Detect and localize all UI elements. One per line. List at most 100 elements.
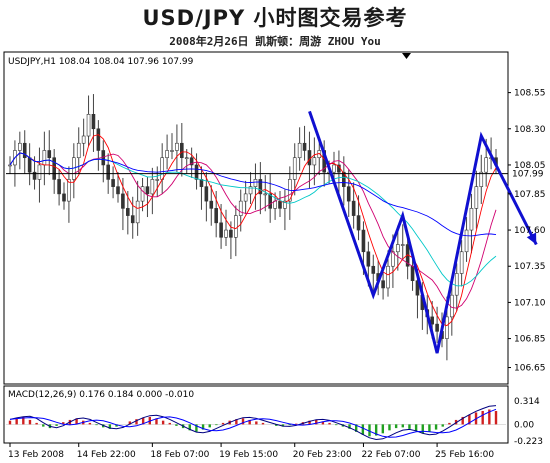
candle-body	[342, 171, 346, 187]
y-tick-label: 107.60	[514, 226, 546, 236]
candle-body	[445, 316, 449, 339]
y-tick-label: 107.35	[514, 262, 546, 272]
candle-body	[32, 171, 37, 180]
candle-body	[22, 142, 27, 159]
candle-body	[116, 186, 120, 195]
candle-body	[219, 222, 223, 238]
candle-body	[52, 157, 56, 180]
candle-body	[189, 157, 194, 166]
candle-body	[106, 164, 110, 180]
candle-body	[312, 157, 317, 166]
candle-body	[410, 265, 415, 282]
candle-body	[351, 200, 356, 216]
current-price-tag: 107.99	[512, 170, 544, 180]
y-tick-label: 107.10	[514, 298, 546, 308]
candle-body	[248, 186, 253, 195]
candle-body	[140, 186, 145, 202]
candle-body	[130, 215, 135, 224]
candle-body	[474, 186, 479, 209]
moving-average-line	[9, 152, 497, 287]
candle-body	[155, 179, 160, 181]
candle-body	[96, 128, 101, 151]
candle-body	[484, 157, 488, 173]
candle-body	[238, 200, 243, 216]
candle-body	[194, 164, 199, 180]
candle-body	[381, 280, 385, 289]
candle-body	[204, 186, 209, 202]
candle-body	[346, 186, 351, 202]
macd-panel	[3, 385, 509, 444]
candle-body	[62, 193, 66, 202]
x-tick-label: 13 Feb 2008	[8, 450, 64, 460]
candle-body	[224, 229, 228, 238]
candle-body	[292, 157, 297, 180]
candle-body	[332, 164, 336, 173]
candle-body	[243, 193, 248, 202]
candle-body	[135, 200, 140, 224]
candle-body	[37, 164, 42, 180]
chart-subtitle: 2008年2月26日 凯斯顿：周游 ZHOU You	[169, 35, 381, 48]
macd-group: 0.314 0.00 -0.223	[6, 397, 543, 447]
x-tick-label: 25 Feb 16:00	[435, 450, 494, 460]
price-info-label: USDJPY,H1 108.04 108.04 107.96 107.99	[8, 57, 194, 67]
macd-info-label: MACD(12,26,9) 0.176 0.184 0.000 -0.010	[8, 390, 194, 400]
y-tick-label: 108.30	[514, 125, 546, 135]
candle-body	[180, 142, 184, 159]
candle-body	[297, 142, 302, 159]
x-axis-ticks: 13 Feb 2008 14 Feb 22:00 18 Feb 07:00 19 Fe…	[8, 443, 494, 460]
candle-body	[263, 193, 268, 196]
macd-y-tick-label: -0.223	[514, 437, 543, 447]
candle-body	[165, 150, 169, 159]
y-tick-label: 107.85	[514, 190, 546, 200]
candle-body	[57, 179, 61, 195]
y-tick-label: 106.65	[514, 364, 546, 374]
x-tick-label: 19 Feb 15:00	[219, 450, 278, 460]
candle-body	[464, 229, 469, 253]
candle-body	[42, 150, 47, 166]
timeframe-triangle-icon	[402, 53, 411, 59]
x-tick-label: 14 Feb 22:00	[77, 450, 136, 460]
candle-body	[396, 244, 400, 253]
candle-body	[184, 157, 189, 160]
candle-body	[91, 114, 96, 130]
candle-body	[386, 265, 390, 289]
candle-body	[268, 193, 272, 209]
candle-body	[81, 135, 86, 144]
candle-body	[479, 171, 484, 187]
candle-body	[47, 150, 52, 159]
candle-body	[145, 186, 150, 195]
candle-body	[18, 142, 22, 151]
candles-group	[8, 94, 498, 361]
candle-body	[278, 200, 282, 209]
candle-body	[27, 157, 32, 173]
candle-body	[469, 208, 474, 231]
zigzag-group	[308, 110, 538, 354]
y-tick-label: 108.05	[514, 161, 546, 171]
candle-body	[67, 179, 71, 202]
candle-body	[258, 179, 263, 195]
chart-title: USD/JPY 小时图交易参考	[142, 6, 408, 30]
candle-body	[86, 114, 91, 137]
candle-body	[229, 229, 233, 238]
candle-body	[209, 200, 214, 209]
x-tick-label: 20 Feb 23:00	[293, 450, 352, 460]
zigzag-wave-line	[308, 110, 538, 354]
candle-body	[454, 273, 459, 296]
x-tick-label: 18 Feb 07:00	[150, 450, 209, 460]
macd-y-tick-label: 0.314	[514, 397, 540, 407]
candle-body	[234, 215, 238, 238]
candle-body	[435, 323, 439, 332]
candle-body	[430, 316, 434, 325]
candle-body	[199, 179, 204, 187]
macd-signal-line	[9, 408, 497, 438]
candle-body	[371, 265, 376, 274]
macd-y-tick-label: 0.00	[514, 420, 534, 430]
candle-body	[8, 164, 12, 167]
candle-body	[170, 150, 174, 152]
candle-body	[459, 251, 464, 274]
candle-body	[150, 179, 155, 195]
candle-body	[111, 179, 115, 187]
candle-body	[283, 200, 287, 209]
moving-average-line	[9, 152, 497, 309]
